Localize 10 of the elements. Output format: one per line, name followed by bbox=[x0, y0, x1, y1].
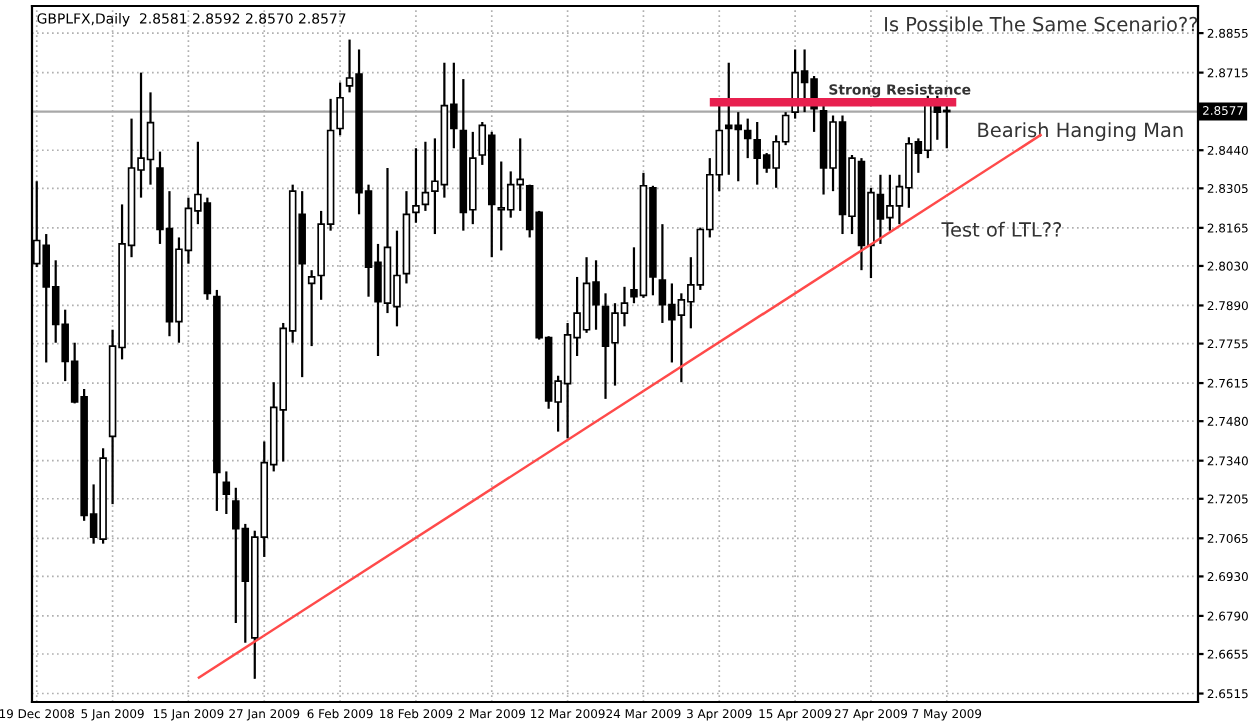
candlestick bbox=[497, 160, 506, 252]
annotation: Test of LTL?? bbox=[941, 221, 1062, 237]
candlestick bbox=[421, 140, 430, 213]
annotation: Is Possible The Same Scenario?? bbox=[885, 16, 1198, 32]
annotation: Bearish Hanging Man bbox=[978, 122, 1183, 142]
candlestick bbox=[412, 147, 420, 224]
candlestick bbox=[307, 269, 316, 348]
candlestick bbox=[222, 470, 231, 516]
candlestick bbox=[743, 117, 752, 160]
candlestick bbox=[336, 81, 344, 137]
